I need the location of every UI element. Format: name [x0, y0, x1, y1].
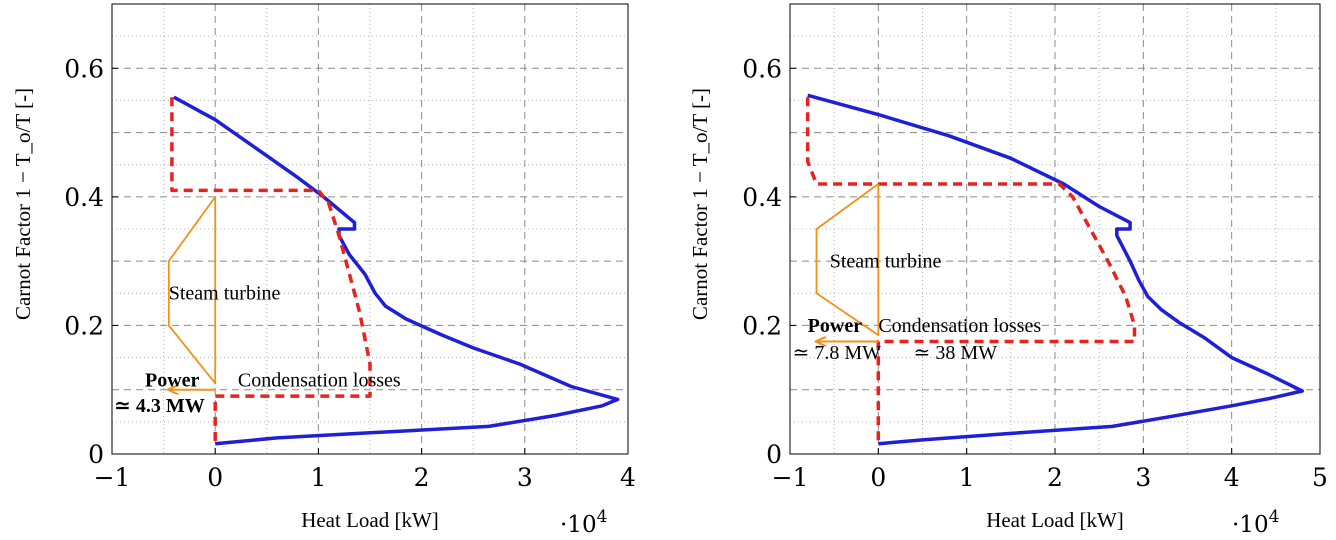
x-tick-label: 1	[310, 463, 326, 492]
x-axis-label: Heat Load [kW]	[986, 508, 1124, 532]
x-axis-label: Heat Load [kW]	[301, 508, 439, 532]
y-axis-label: Carnot Factor 1 − T_o/T [-]	[11, 88, 35, 320]
x-tick-label: 0	[207, 463, 223, 492]
annotation-4: ≃ 7.8 MW	[793, 342, 882, 364]
y-tick-label: 0.4	[742, 183, 782, 212]
x-tick-label: 2	[414, 463, 430, 492]
annotation-2: Power	[145, 370, 200, 392]
y-tick-label: 0.6	[742, 54, 782, 83]
series-line-1	[807, 93, 1305, 446]
series-line-3	[815, 183, 880, 337]
annotation-5: ≃ 38 MW	[914, 342, 998, 364]
annotation-3: Condensation losses	[878, 315, 1041, 337]
x-tick-label: 3	[1135, 463, 1151, 492]
series-line-1	[173, 95, 620, 446]
x-tick-label: 5	[1312, 463, 1328, 492]
y-tick-label: 0.2	[64, 311, 104, 340]
annotation-1: Steam turbine	[830, 251, 942, 273]
plot-frame	[111, 3, 629, 455]
y-tick-label: 0	[88, 440, 104, 469]
x-tick-label: 4	[620, 463, 636, 492]
x-tick-label: 0	[870, 463, 886, 492]
annotation-1: Steam turbine	[169, 283, 281, 305]
x-tick-label: 2	[1047, 463, 1063, 492]
x-tick-label: −1	[94, 463, 131, 492]
x-axis-multiplier: ·104	[1232, 507, 1279, 538]
y-tick-label: 0.6	[64, 54, 104, 83]
annotation-3: ≃ 4.3 MW	[114, 395, 205, 417]
y-tick-label: 0.2	[742, 311, 782, 340]
series-line-3	[167, 196, 217, 385]
x-tick-label: 1	[959, 463, 975, 492]
x-tick-label: 3	[517, 463, 533, 492]
x-tick-label: 4	[1224, 463, 1240, 492]
annotation-2: Power	[808, 315, 863, 337]
y-tick-label: 0.4	[64, 183, 104, 212]
y-tick-label: 0	[766, 440, 782, 469]
y-axis-label: Carnot Factor 1 − T_o/T [-]	[688, 88, 712, 320]
x-axis-multiplier: ·104	[560, 507, 607, 538]
x-tick-label: −1	[772, 463, 809, 492]
series-line-2	[170, 97, 372, 444]
annotation-4: Condensation losses	[238, 370, 401, 392]
